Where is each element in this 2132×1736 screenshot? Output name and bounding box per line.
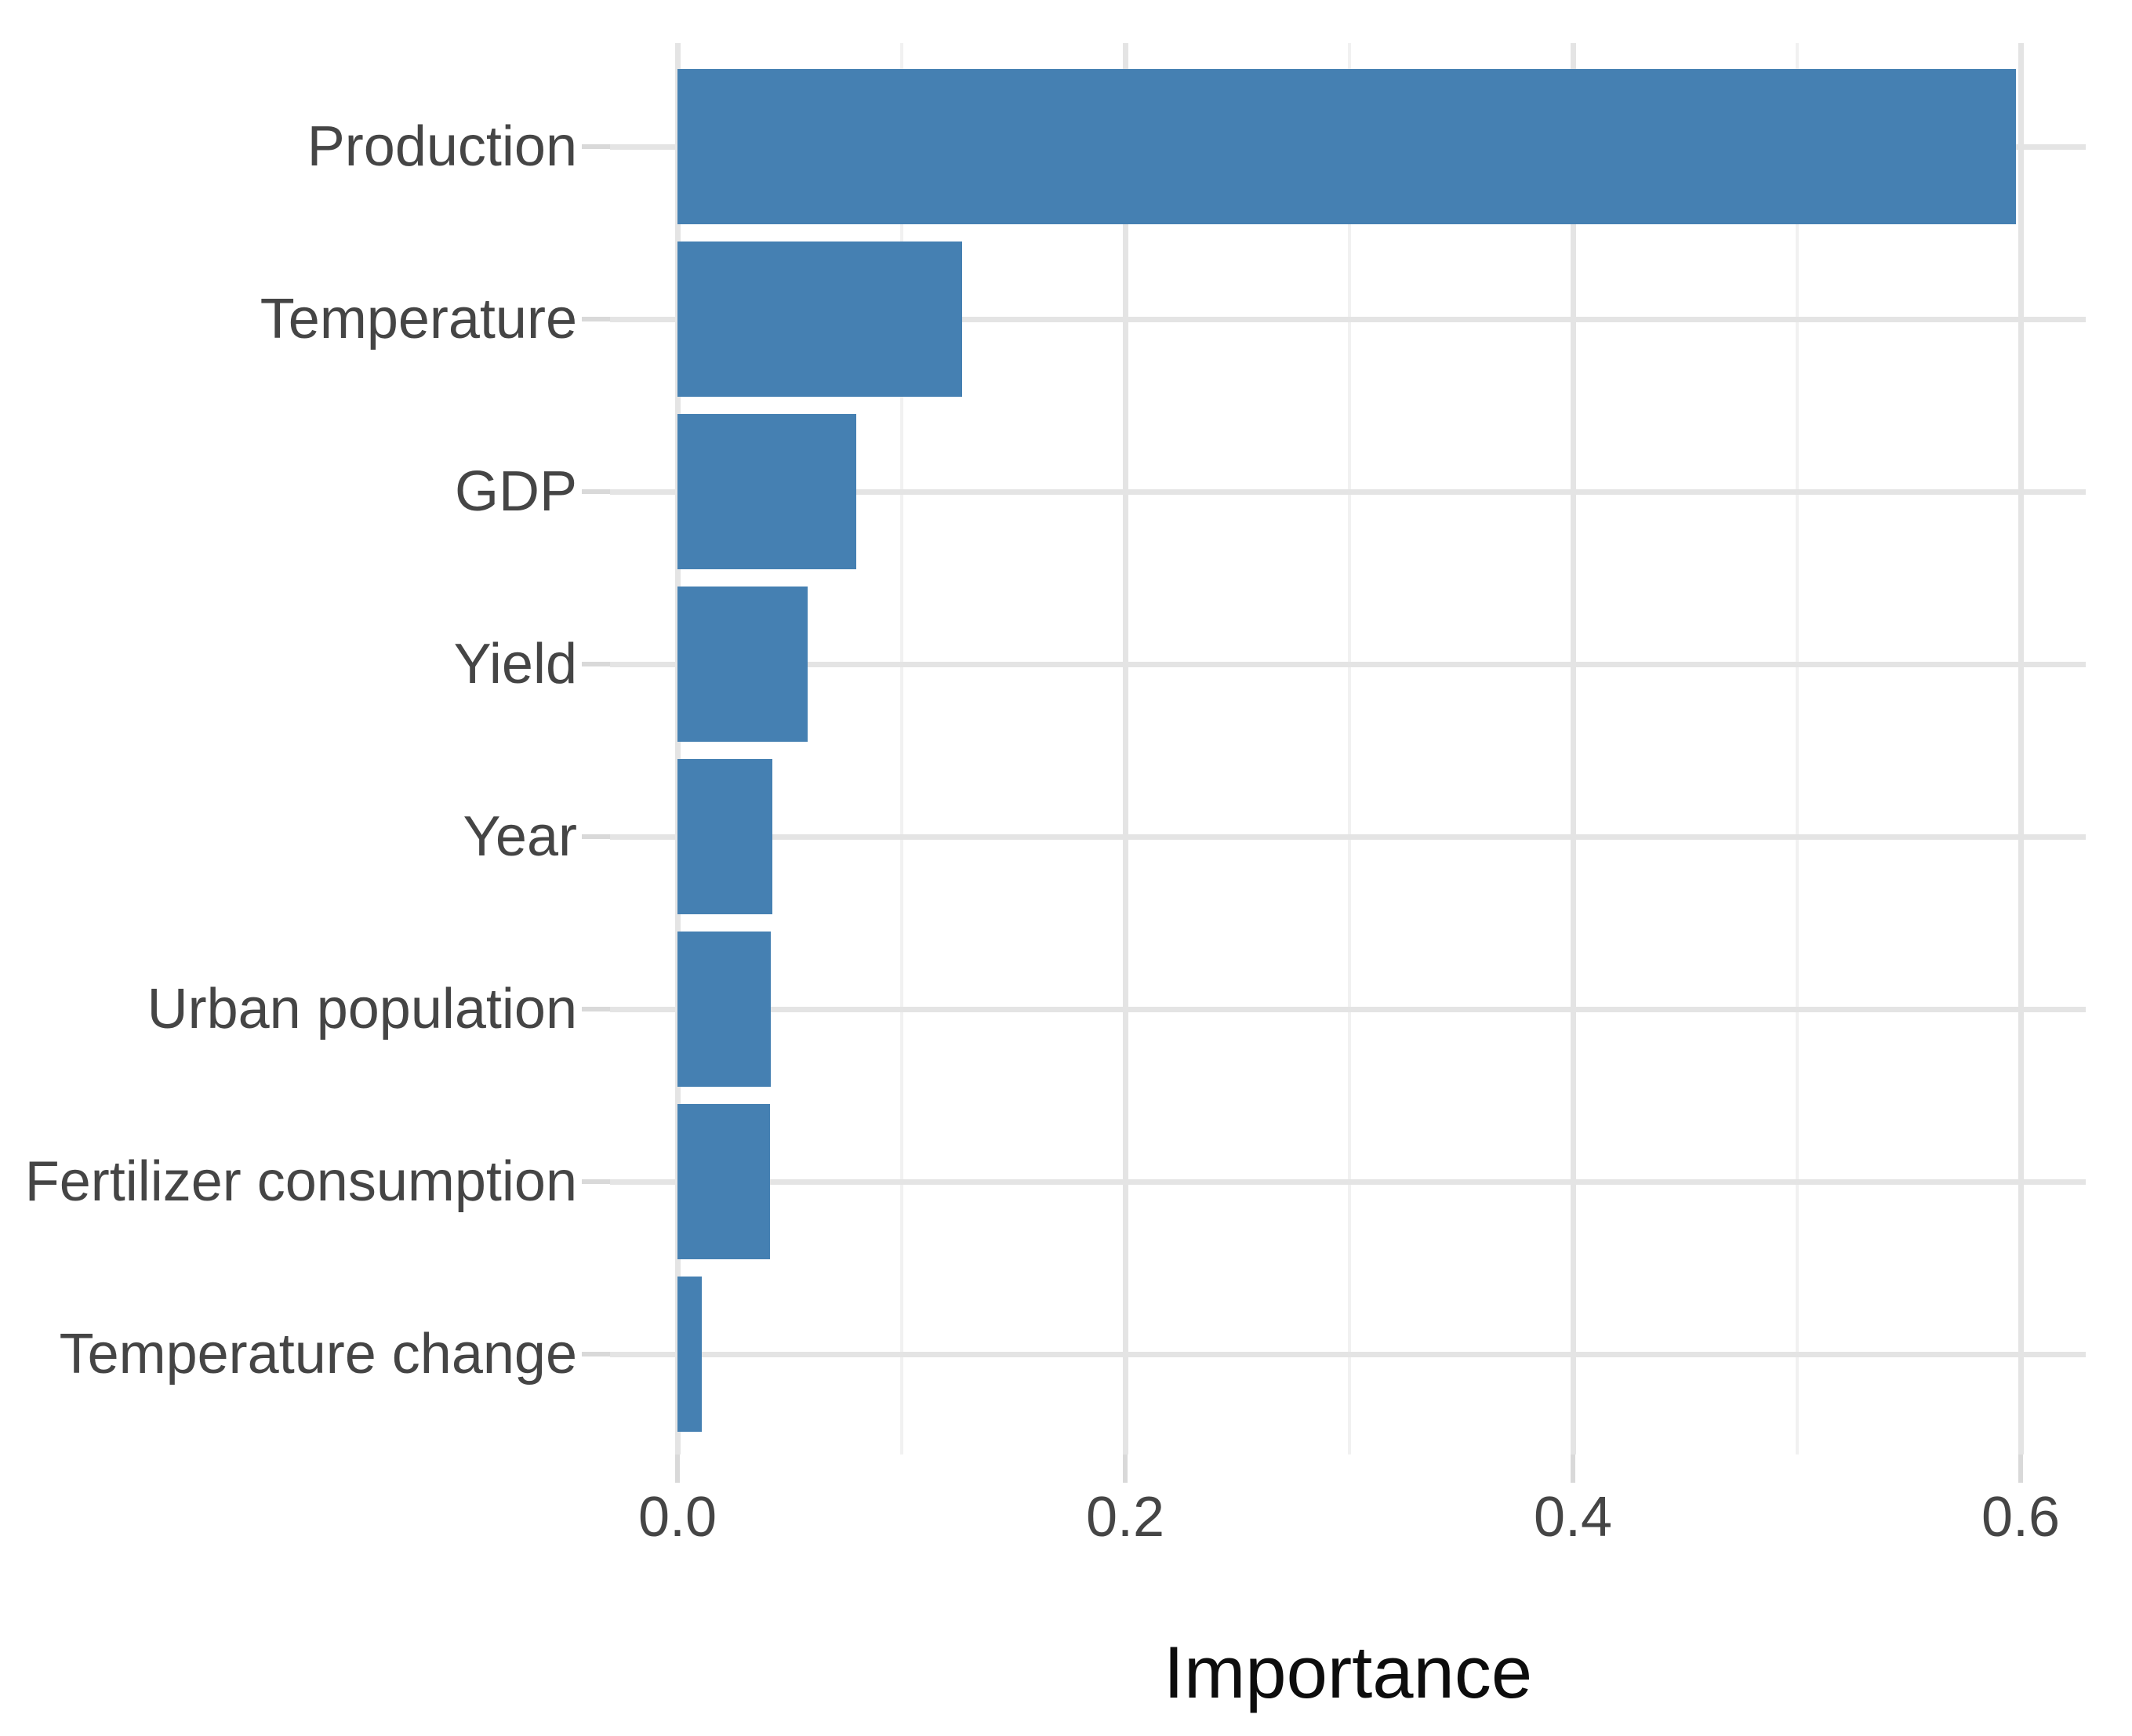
category-gridline xyxy=(610,661,2086,667)
major-gridline xyxy=(1570,43,1576,1455)
x-axis-tick xyxy=(1123,1455,1128,1483)
x-axis-tick-label: 0.6 xyxy=(1981,1486,2061,1549)
importance-bar-temperature xyxy=(677,242,962,397)
category-gridline xyxy=(610,1351,2086,1357)
category-gridline xyxy=(610,316,2086,322)
y-axis-label: Fertilizer consumption xyxy=(24,1150,577,1213)
x-axis-tick xyxy=(2018,1455,2023,1483)
importance-bar-gdp xyxy=(677,414,857,569)
minor-gridline xyxy=(1795,43,1799,1455)
major-gridline xyxy=(674,43,681,1455)
minor-gridline xyxy=(899,43,903,1455)
importance-bar-urban-population xyxy=(677,932,772,1087)
y-axis-tick xyxy=(582,834,610,839)
y-axis-tick xyxy=(582,662,610,666)
y-axis-tick xyxy=(582,1179,610,1184)
y-axis-tick xyxy=(582,1007,610,1011)
x-axis-tick-label: 0.4 xyxy=(1533,1486,1613,1549)
importance-bar-temperature-change xyxy=(677,1277,703,1432)
y-axis-label: GDP xyxy=(454,460,577,523)
importance-bar-fertilizer-consumption xyxy=(677,1104,770,1259)
y-axis-label: Production xyxy=(307,115,577,178)
importance-bar-production xyxy=(677,69,2017,224)
minor-gridline xyxy=(1347,43,1351,1455)
category-gridline xyxy=(610,488,2086,495)
major-gridline xyxy=(1122,43,1128,1455)
y-axis-label: Temperature xyxy=(260,288,577,350)
importance-bar-year xyxy=(677,759,773,914)
y-axis-tick xyxy=(582,489,610,494)
category-gridline xyxy=(610,1006,2086,1012)
plot-panel xyxy=(610,43,2086,1455)
y-axis-label: Yield xyxy=(453,633,577,695)
x-axis-title: Importance xyxy=(1163,1631,1533,1713)
category-gridline xyxy=(610,833,2086,840)
y-axis-label: Urban population xyxy=(147,978,577,1041)
x-axis-tick xyxy=(675,1455,680,1483)
x-axis-tick-label: 0.2 xyxy=(1085,1486,1165,1549)
x-axis-tick-label: 0.0 xyxy=(637,1486,717,1549)
importance-bar-yield xyxy=(677,587,808,742)
y-axis-tick xyxy=(582,144,610,149)
category-gridline xyxy=(610,1179,2086,1185)
y-axis-label: Temperature change xyxy=(59,1323,577,1386)
y-axis-label: Year xyxy=(463,805,577,868)
y-axis-tick xyxy=(582,317,610,321)
x-axis-tick xyxy=(1571,1455,1575,1483)
major-gridline xyxy=(2018,43,2024,1455)
y-axis-tick xyxy=(582,1352,610,1356)
